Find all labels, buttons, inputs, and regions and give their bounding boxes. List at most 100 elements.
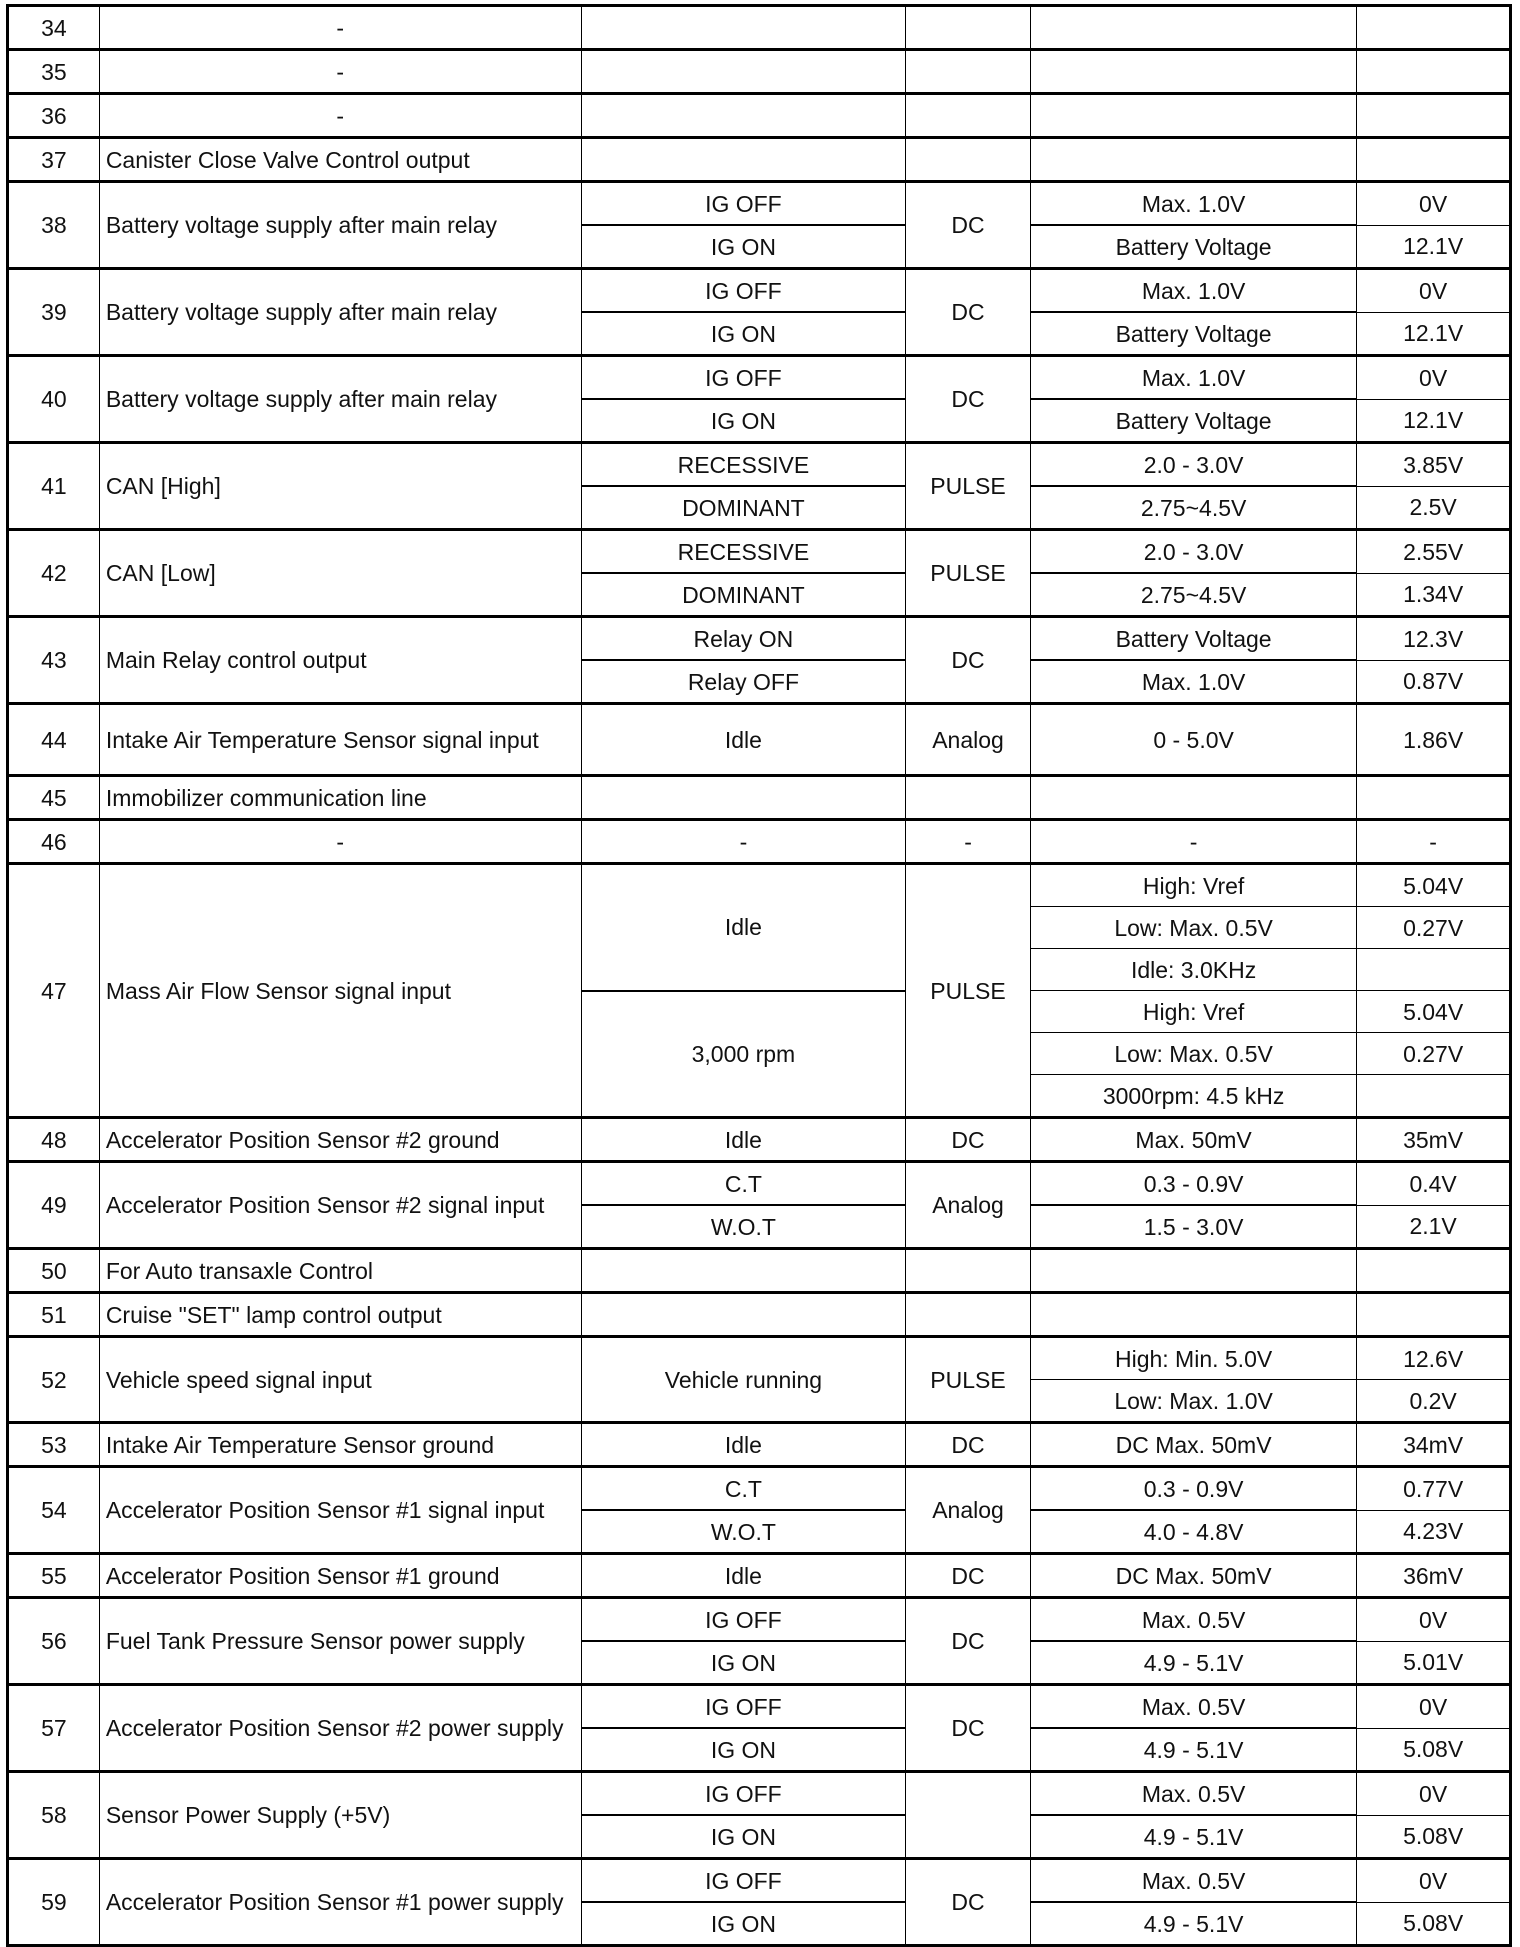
pin-number: 51 — [7, 1291, 100, 1337]
condition: DOMINANT — [580, 485, 907, 530]
condition — [580, 136, 907, 182]
table-row: 38 Battery voltage supply after main rela… — [7, 180, 1511, 269]
condition: IG OFF — [580, 1857, 907, 1903]
signal-type — [905, 774, 1031, 820]
table-row: 46- - - - - — [7, 818, 1511, 864]
specification: 4.9 - 5.1V — [1029, 1727, 1358, 1772]
condition — [580, 774, 907, 820]
condition — [580, 1247, 907, 1293]
specification: 4.9 - 5.1V — [1029, 1901, 1358, 1946]
measured-value: 0.27V — [1356, 906, 1511, 949]
specification: Max. 1.0V — [1029, 354, 1358, 400]
table-row: Idle: 3.0KHz — [8, 948, 1511, 991]
condition: Idle — [580, 1421, 907, 1467]
specification — [1029, 774, 1358, 820]
pin-number: 50 — [7, 1247, 100, 1293]
table-row: 39 Battery voltage supply after main rela… — [7, 267, 1511, 356]
table-row: 49 Accelerator Position Sensor #2 signal … — [7, 1160, 1511, 1249]
pin-number: 53 — [7, 1421, 100, 1467]
specification — [1029, 4, 1358, 50]
pin-number: 37 — [7, 136, 100, 182]
measured-value: 12.6V — [1356, 1335, 1511, 1380]
pin-description: Accelerator Position Sensor #1 ground — [98, 1552, 582, 1598]
pin-number: 42 — [7, 528, 100, 617]
pin-description: Accelerator Position Sensor #2 ground — [98, 1116, 582, 1162]
pin-description: - — [98, 48, 582, 94]
table-row: 59 Accelerator Position Sensor #1 power s… — [7, 1857, 1511, 1946]
pin-number: 35 — [7, 48, 100, 94]
measured-value: - — [1356, 818, 1511, 864]
measured-value: 1.34V — [1356, 572, 1511, 617]
measured-value: 0.87V — [1356, 659, 1511, 704]
specification — [1029, 136, 1358, 182]
condition: IG OFF — [580, 180, 907, 226]
pin-description: Intake Air Temperature Sensor ground — [98, 1421, 582, 1467]
pin-number: 40 — [7, 354, 100, 443]
specification: Max. 0.5V — [1029, 1683, 1358, 1729]
specification: Max. 1.0V — [1029, 267, 1358, 313]
measured-value: 2.5V — [1356, 485, 1511, 530]
condition: Relay OFF — [580, 659, 907, 704]
condition — [580, 48, 907, 94]
pin-description: Accelerator Position Sensor #2 signal in… — [98, 1160, 582, 1249]
signal-type — [905, 1247, 1031, 1293]
specification: 0.3 - 0.9V — [1029, 1160, 1358, 1206]
measured-value — [1356, 48, 1511, 94]
signal-type: PULSE — [905, 528, 1031, 617]
signal-type: - — [905, 818, 1031, 864]
pin-description: Battery voltage supply after main relay — [98, 267, 582, 356]
specification: 2.75~4.5V — [1029, 485, 1358, 530]
table-row: 37 Canister Close Valve Control output — [7, 136, 1511, 182]
pin-description: Accelerator Position Sensor #1 power sup… — [98, 1857, 582, 1946]
condition: Idle — [580, 702, 907, 776]
measured-value — [1356, 136, 1511, 182]
specification: 0 - 5.0V — [1029, 702, 1358, 776]
signal-type: DC — [905, 1857, 1031, 1946]
specification: Max. 0.5V — [1029, 1596, 1358, 1642]
condition — [580, 92, 907, 138]
pin-number: 57 — [7, 1683, 100, 1772]
condition: IG ON — [580, 311, 907, 356]
table-row: IG ON 4.9 - 5.1V 5.08V — [8, 1727, 1511, 1772]
table-row: 53 Intake Air Temperature Sensor ground Id… — [7, 1421, 1511, 1467]
specification: High: Min. 5.0V — [1029, 1335, 1358, 1380]
pin-description: Battery voltage supply after main relay — [98, 180, 582, 269]
specification: 2.75~4.5V — [1029, 572, 1358, 617]
signal-type — [905, 92, 1031, 138]
condition: RECESSIVE — [580, 528, 907, 574]
signal-type — [905, 4, 1031, 50]
table-row: 58 Sensor Power Supply (+5V) IG OFF Max. 0.… — [7, 1770, 1511, 1859]
specification: 4.0 - 4.8V — [1029, 1509, 1358, 1554]
signal-type: DC — [905, 1552, 1031, 1598]
specification — [1029, 92, 1358, 138]
measured-value: 0V — [1356, 180, 1511, 226]
pin-description: Fuel Tank Pressure Sensor power supply — [98, 1596, 582, 1685]
condition: C.T — [580, 1160, 907, 1206]
condition: Relay ON — [580, 615, 907, 661]
measured-value: 12.1V — [1356, 311, 1511, 356]
specification: Low: Max. 0.5V — [1029, 906, 1358, 949]
pin-description: - — [98, 818, 582, 864]
pin-spec-table: 34-35-36-37 Canister Close Valve Control … — [6, 4, 1512, 1947]
specification: Max. 1.0V — [1029, 659, 1358, 704]
condition: Vehicle running — [580, 1335, 907, 1423]
table-row: 36- — [7, 92, 1511, 138]
pin-number: 48 — [7, 1116, 100, 1162]
specification: Max. 1.0V — [1029, 180, 1358, 226]
table-row: Low: Max. 0.5V 0.27V — [8, 1032, 1511, 1075]
table-row: 43 Main Relay control output Relay ON DC Bat… — [7, 615, 1511, 704]
measured-value: 0V — [1356, 1770, 1511, 1816]
condition: IG ON — [580, 1901, 907, 1946]
measured-value: 12.1V — [1356, 398, 1511, 443]
table-row: DOMINANT 2.75~4.5V 2.5V — [8, 485, 1511, 530]
measured-value — [1356, 948, 1511, 991]
measured-value: 0.4V — [1356, 1160, 1511, 1206]
signal-type — [905, 1291, 1031, 1337]
table-row: 56 Fuel Tank Pressure Sensor power supply… — [7, 1596, 1511, 1685]
table-row: 47 Mass Air Flow Sensor signal input Idle P… — [7, 862, 1511, 1118]
specification: Battery Voltage — [1029, 311, 1358, 356]
signal-type: PULSE — [905, 862, 1031, 1118]
signal-type: DC — [905, 354, 1031, 443]
condition — [580, 1291, 907, 1337]
specification: High: Vref — [1029, 862, 1358, 907]
